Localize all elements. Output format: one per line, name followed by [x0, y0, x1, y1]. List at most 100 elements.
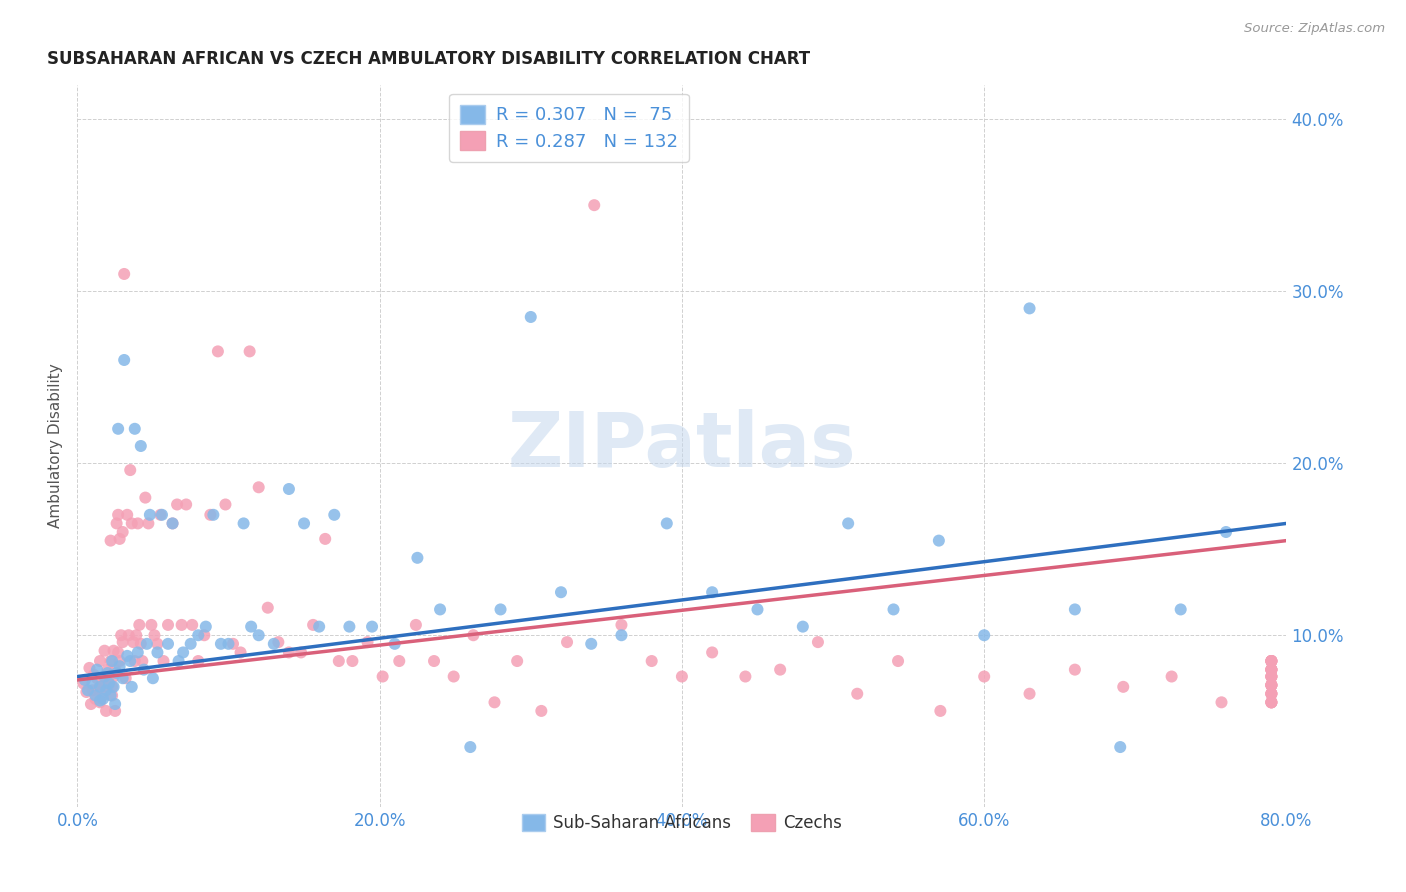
Point — [114, 671, 136, 685]
Point — [104, 697, 127, 711]
Point — [162, 516, 184, 531]
Point — [1260, 654, 1282, 668]
Point — [112, 267, 135, 281]
Point — [734, 669, 756, 683]
Point — [1260, 678, 1282, 692]
Point — [883, 602, 905, 616]
Point — [240, 619, 263, 633]
Point — [769, 663, 792, 677]
Point — [1260, 669, 1282, 683]
Point — [90, 678, 112, 692]
Point — [150, 508, 173, 522]
Point — [671, 669, 693, 683]
Point — [115, 508, 138, 522]
Point — [120, 654, 142, 668]
Point — [323, 508, 346, 522]
Point — [520, 310, 543, 324]
Point — [104, 663, 127, 677]
Point — [118, 628, 141, 642]
Point — [122, 635, 145, 649]
Point — [111, 671, 134, 685]
Point — [120, 463, 142, 477]
Point — [111, 524, 134, 539]
Point — [152, 654, 174, 668]
Point — [124, 654, 146, 668]
Point — [180, 637, 202, 651]
Point — [278, 482, 301, 496]
Point — [103, 680, 125, 694]
Point — [555, 635, 578, 649]
Point — [342, 654, 364, 668]
Point — [209, 637, 232, 651]
Point — [247, 480, 270, 494]
Point — [166, 498, 188, 512]
Text: Source: ZipAtlas.com: Source: ZipAtlas.com — [1244, 22, 1385, 36]
Point — [384, 637, 406, 651]
Point — [135, 637, 157, 651]
Point — [928, 533, 950, 548]
Point — [1260, 687, 1282, 701]
Point — [89, 654, 111, 668]
Point — [1018, 301, 1040, 316]
Point — [1260, 687, 1282, 701]
Point — [157, 637, 180, 651]
Point — [1260, 663, 1282, 677]
Point — [229, 645, 252, 659]
Point — [218, 637, 240, 651]
Point — [167, 654, 190, 668]
Point — [1211, 695, 1233, 709]
Point — [124, 422, 146, 436]
Point — [406, 550, 429, 565]
Point — [142, 671, 165, 685]
Point — [93, 644, 115, 658]
Point — [610, 618, 633, 632]
Point — [1260, 663, 1282, 677]
Point — [1260, 663, 1282, 677]
Point — [1160, 669, 1182, 683]
Point — [121, 680, 143, 694]
Point — [1260, 678, 1282, 692]
Point — [232, 516, 254, 531]
Point — [141, 618, 163, 632]
Point — [104, 704, 127, 718]
Point — [1260, 654, 1282, 668]
Point — [929, 704, 952, 718]
Point — [1018, 687, 1040, 701]
Point — [193, 628, 215, 642]
Point — [846, 687, 869, 701]
Point — [131, 654, 153, 668]
Point — [79, 661, 101, 675]
Point — [87, 681, 110, 696]
Point — [1260, 687, 1282, 701]
Point — [100, 654, 122, 668]
Point — [702, 645, 724, 659]
Point — [887, 654, 910, 668]
Point — [86, 663, 108, 677]
Point — [463, 628, 485, 642]
Point — [1260, 695, 1282, 709]
Point — [96, 663, 118, 677]
Point — [89, 680, 111, 694]
Point — [103, 669, 125, 683]
Point — [1260, 663, 1282, 677]
Point — [111, 635, 134, 649]
Point — [105, 516, 128, 531]
Point — [1064, 602, 1087, 616]
Point — [583, 198, 606, 212]
Point — [292, 516, 315, 531]
Point — [202, 508, 225, 522]
Point — [100, 533, 122, 548]
Point — [91, 689, 114, 703]
Point — [247, 628, 270, 642]
Point — [72, 676, 94, 690]
Point — [187, 628, 209, 642]
Point — [125, 628, 148, 642]
Point — [121, 516, 143, 531]
Point — [84, 689, 107, 703]
Point — [108, 532, 131, 546]
Point — [581, 637, 603, 651]
Point — [91, 692, 114, 706]
Point — [187, 654, 209, 668]
Point — [149, 508, 172, 522]
Point — [973, 669, 995, 683]
